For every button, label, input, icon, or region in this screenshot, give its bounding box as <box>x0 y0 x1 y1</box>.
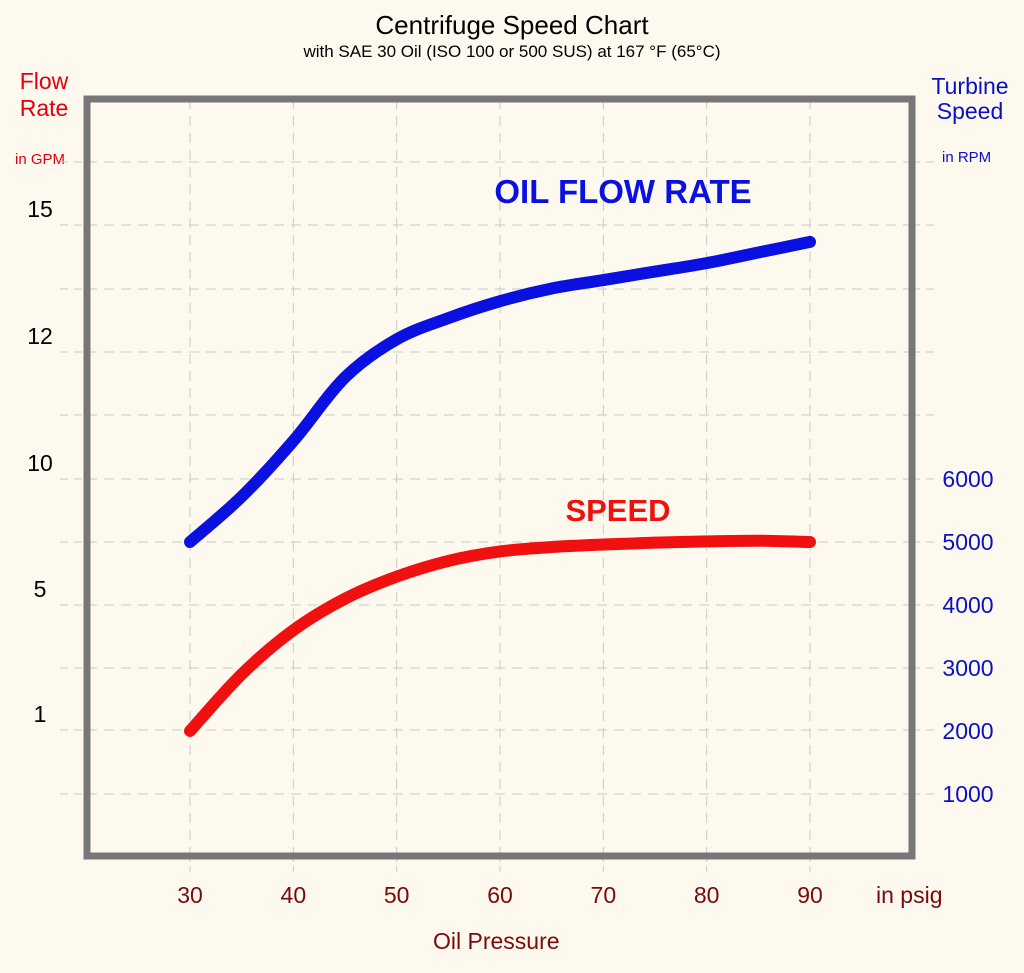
flow-rate-line <box>184 235 816 548</box>
left-tick-label: 15 <box>27 196 53 222</box>
speed-line <box>184 534 816 737</box>
left-tick-label: 5 <box>34 576 47 602</box>
x-axis-title: Oil Pressure <box>433 928 560 954</box>
right-tick-label: 6000 <box>942 466 993 492</box>
right-tick-label: 1000 <box>942 781 993 807</box>
x-axis-unit: in psig <box>876 882 943 908</box>
chart-subtitle: with SAE 30 Oil (ISO 100 or 500 SUS) at … <box>303 42 721 61</box>
plot-frame <box>83 95 916 860</box>
right-tick-label: 4000 <box>942 592 993 618</box>
right-axis-title: Turbine Speed <box>931 73 1009 124</box>
x-tick-label: 50 <box>384 882 410 908</box>
flow-rate-series-label: OIL FLOW RATE <box>494 173 751 210</box>
x-tick-label: 60 <box>487 882 513 908</box>
left-tick-label: 10 <box>27 450 53 476</box>
speed-series-label: SPEED <box>565 493 670 528</box>
right-tick-label: 3000 <box>942 655 993 681</box>
left-axis-unit: in GPM <box>15 151 66 168</box>
right-tick-label: 5000 <box>942 529 993 555</box>
x-tick-label: 70 <box>591 882 617 908</box>
x-tick-label: 30 <box>177 882 203 908</box>
left-axis-title: Flow Rate <box>19 68 69 121</box>
right-tick-label: 2000 <box>942 718 993 744</box>
x-tick-label: 90 <box>797 882 823 908</box>
left-tick-label: 12 <box>27 323 53 349</box>
left-tick-label: 1 <box>34 701 47 727</box>
x-tick-label: 40 <box>281 882 307 908</box>
right-axis-unit: in RPM <box>942 149 992 166</box>
x-tick-label: 80 <box>694 882 720 908</box>
chart-title: Centrifuge Speed Chart <box>375 10 649 40</box>
